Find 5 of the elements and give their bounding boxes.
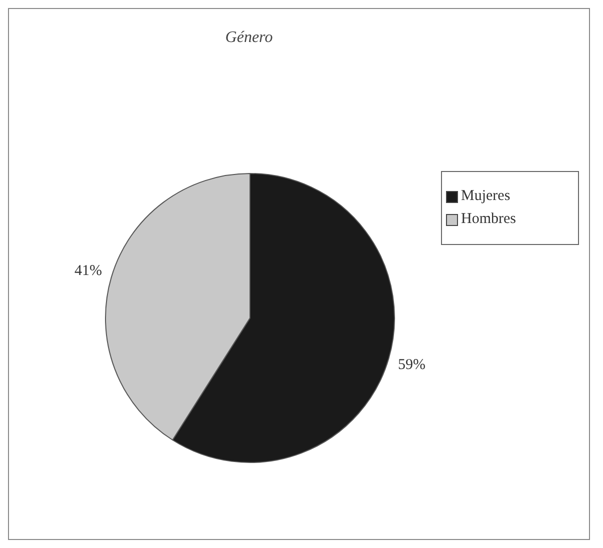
legend-label: Mujeres [461, 188, 510, 205]
data-label: 41% [74, 262, 102, 279]
chart-title: Género [224, 29, 274, 47]
data-label: 59% [398, 356, 426, 373]
legend-label: Hombres [461, 211, 516, 228]
